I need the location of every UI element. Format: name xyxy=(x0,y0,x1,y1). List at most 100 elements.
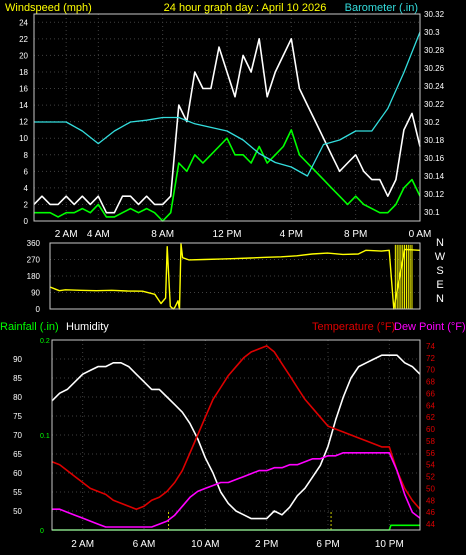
y-tick-label: 90 xyxy=(31,289,40,298)
temp-tick-label: 58 xyxy=(426,437,435,446)
y-tick-label: 60 xyxy=(13,469,22,478)
y-tick-label: 30.22 xyxy=(424,100,445,109)
barometer-line xyxy=(34,31,421,177)
compass-label: S xyxy=(436,265,443,277)
temperature-line xyxy=(51,345,421,511)
thermo-panel-grid xyxy=(52,340,420,530)
x-tick-label: 0 AM xyxy=(409,229,432,240)
temp-tick-label: 72 xyxy=(426,354,435,363)
y-tick-label: 30.18 xyxy=(424,136,445,145)
thermo-panel-series xyxy=(51,345,421,531)
x-tick-label: 2 AM xyxy=(55,229,78,240)
wind-direction-line xyxy=(49,243,421,310)
average-line xyxy=(34,129,421,222)
temp-tick-label: 52 xyxy=(426,473,435,482)
y-tick-label: 18 xyxy=(19,68,28,77)
temp-tick-label: 44 xyxy=(426,520,435,529)
x-tick-label: 12 PM xyxy=(213,229,242,240)
temp-tick-label: 54 xyxy=(426,461,435,470)
x-tick-label: 8 PM xyxy=(344,229,367,240)
x-tick-label: 6 AM xyxy=(133,539,156,550)
wind-panel-series xyxy=(33,31,421,222)
humidity-y-ticks: 50 55 60 65 70 75 80 85 90 xyxy=(13,355,22,516)
y-tick-label: 90 xyxy=(13,355,22,364)
temp-tick-label: 74 xyxy=(426,342,435,351)
x-tick-label: 10 PM xyxy=(375,539,404,550)
windspeed-axis-label: Windspeed (mph) xyxy=(5,2,92,14)
temp-tick-label: 46 xyxy=(426,508,435,517)
humidity-line xyxy=(51,354,421,520)
x-tick-label: 4 AM xyxy=(87,229,110,240)
rainfall-axis-label: Rainfall (.in) xyxy=(0,321,59,333)
wind-x-ticks: 2 AM 4 AM 8 AM 12 PM 4 PM 8 PM 0 AM xyxy=(55,229,432,240)
y-tick-label: 75 xyxy=(13,412,22,421)
temp-tick-label: 48 xyxy=(426,496,435,505)
y-tick-label: 30.16 xyxy=(424,154,445,163)
y-tick-label: 30.1 xyxy=(424,208,440,217)
y-tick-label: 30.2 xyxy=(424,118,440,127)
wind-panel-frame xyxy=(33,13,421,222)
dewpoint-axis-label: Dew Point (°F) xyxy=(394,321,466,333)
temp-tick-label: 62 xyxy=(426,413,435,422)
compass-label: N xyxy=(436,293,444,305)
y-tick-label: 30.3 xyxy=(424,28,440,37)
x-tick-label: 2 AM xyxy=(71,539,94,550)
temp-tick-label: 70 xyxy=(426,366,435,375)
thermo-x-ticks: 2 AM 6 AM 10 AM 2 PM 6 PM 10 PM xyxy=(71,539,404,550)
y-tick-label: 80 xyxy=(13,393,22,402)
y-tick-label: 30.12 xyxy=(424,190,445,199)
y-tick-label: 24 xyxy=(19,18,28,27)
y-tick-label: 6 xyxy=(24,167,29,176)
barometer-axis-label: Barometer (.in) xyxy=(345,2,418,14)
y-tick-label: 180 xyxy=(27,272,41,281)
y-tick-label: 14 xyxy=(19,101,28,110)
temperature-y-ticks: 44 46 48 50 52 54 56 58 60 62 64 66 68 70 72 74 xyxy=(426,342,435,529)
y-tick-label: 10 xyxy=(19,134,28,143)
y-tick-label: 70 xyxy=(13,431,22,440)
rain-tick-label: 0 xyxy=(40,528,44,535)
y-tick-label: 50 xyxy=(13,507,22,516)
y-tick-label: 30.32 xyxy=(424,10,445,19)
y-tick-label: 8 xyxy=(24,151,29,160)
rain-tick-label: 0.2 xyxy=(40,338,50,345)
x-tick-label: 2 PM xyxy=(255,539,278,550)
temp-tick-label: 66 xyxy=(426,389,435,398)
y-tick-label: 0 xyxy=(24,217,29,226)
direction-y-ticks: 0 90 180 270 360 xyxy=(27,239,41,314)
wind-panel-grid xyxy=(34,14,421,222)
x-tick-label: 8 AM xyxy=(151,229,174,240)
direction-panel-series xyxy=(49,243,421,310)
direction-panel-grid xyxy=(50,242,420,310)
y-tick-label: 55 xyxy=(13,488,22,497)
x-tick-label: 10 AM xyxy=(191,539,219,550)
y-tick-label: 4 xyxy=(24,184,29,193)
compass-label: W xyxy=(435,251,446,263)
rainfall-y-ticks: 0 0.1 0.2 xyxy=(40,338,50,535)
direction-panel-frame xyxy=(49,242,421,310)
y-tick-label: 12 xyxy=(19,118,28,127)
y-tick-label: 270 xyxy=(27,256,41,265)
y-tick-label: 0 xyxy=(36,305,41,314)
x-tick-label: 4 PM xyxy=(280,229,303,240)
compass-label: E xyxy=(436,279,443,291)
y-tick-label: 360 xyxy=(27,239,41,248)
rain-tick-label: 0.1 xyxy=(40,433,50,440)
y-tick-label: 30.26 xyxy=(424,64,445,73)
y-tick-label: 30.24 xyxy=(424,82,445,91)
thermo-panel-frame xyxy=(51,339,421,531)
temp-tick-label: 50 xyxy=(426,484,435,493)
y-tick-label: 85 xyxy=(13,374,22,383)
y-tick-label: 16 xyxy=(19,85,28,94)
y-tick-label: 22 xyxy=(19,35,28,44)
y-tick-label: 30.14 xyxy=(424,172,445,181)
chart-title: 24 hour graph day : April 10 2026 xyxy=(164,2,327,14)
y-tick-label: 2 xyxy=(24,200,29,209)
temp-tick-label: 68 xyxy=(426,378,435,387)
temp-tick-label: 56 xyxy=(426,449,435,458)
x-tick-label: 6 PM xyxy=(316,539,339,550)
y-tick-label: 65 xyxy=(13,450,22,459)
y-tick-label: 30.28 xyxy=(424,46,445,55)
